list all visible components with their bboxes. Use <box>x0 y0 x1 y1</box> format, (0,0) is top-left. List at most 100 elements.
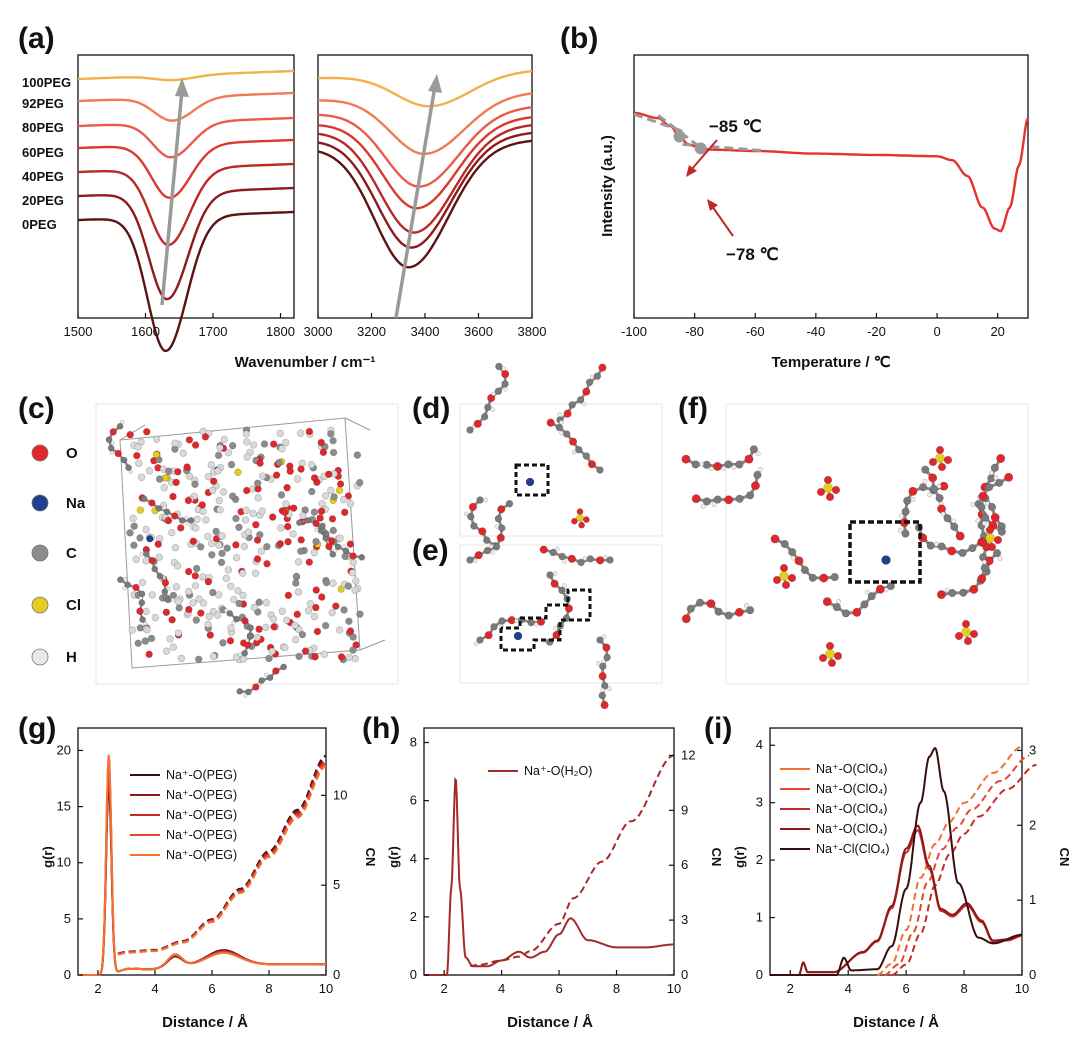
panel-a-left-arrow-shaft <box>160 89 184 306</box>
panel-e-peg-chain-carbon-atom <box>546 571 554 579</box>
panel-g-frame <box>77 727 327 976</box>
panel-c-atom <box>134 639 142 647</box>
panel-c-atom <box>142 525 150 534</box>
panel-c-atom <box>310 548 319 557</box>
panel-c-atom <box>232 541 240 549</box>
panel-i-ytick-label: 1 <box>756 910 763 925</box>
panel-b-letter: (b) <box>560 22 598 55</box>
panel-f-peg-chain-carbon-atom <box>901 529 910 538</box>
panel-f-peg-chain-carbon-atom <box>943 514 952 523</box>
atom-legend: O Na C Cl H <box>31 444 86 666</box>
panel-i-legend-label: Na⁺-O(ClO₄) <box>816 802 887 816</box>
panel-a-left-spectrum-line <box>77 138 295 200</box>
panel-c-atom <box>179 449 187 457</box>
legend-cl-label: Cl <box>66 597 81 614</box>
panel-f-perchlorate-oxygen-atom <box>937 462 947 472</box>
panel-b-y-axis-title: Intensity (a.u.) <box>599 135 616 237</box>
panel-c-peg-chain-oxygen-atom <box>132 583 140 592</box>
panel-g-legend-label: Na⁺-O(PEG) <box>166 848 237 862</box>
panel-c-atom <box>215 496 223 505</box>
panel-c-atom <box>228 492 237 500</box>
panel-f-perchlorate-oxygen-atom <box>978 537 988 547</box>
panel-g-xtick-label: 2 <box>94 981 101 996</box>
panel-d-peg-chain-oxygen-atom <box>546 418 555 427</box>
panel-a-series-labels: 100PEG 92PEG 80PEG 60PEG 40PEG 20PEG 0PEG <box>22 75 71 232</box>
panel-c-atom <box>214 451 223 460</box>
panel-a-right-xtick-label: 3800 <box>518 324 547 339</box>
panel-d-peg-chain-carbon-atom <box>470 522 478 530</box>
panel-e-peg-chain-carbon-atom <box>603 653 611 662</box>
panel-i-frame <box>769 727 1023 976</box>
panel-c-atom <box>282 438 290 447</box>
panel-c-atom <box>174 597 183 606</box>
panel-h-plot <box>424 754 675 976</box>
panel-e-peg-chain-hydrogen-atom <box>553 625 558 631</box>
panel-c-atom <box>126 431 134 439</box>
panel-d-peg-chain-carbon-atom <box>585 378 594 387</box>
panel-d-peg-chain-oxygen-atom <box>582 387 591 396</box>
panel-e-peg-chain-hydrogen-atom <box>533 622 539 627</box>
panel-d-peg-chain-hydrogen-atom <box>559 430 564 436</box>
panel-g-x-axis-title: Distance / Å <box>162 1014 248 1031</box>
panel-f-peg-chain-carbon-atom <box>903 496 912 505</box>
panel-i-ytick-label: 3 <box>756 795 763 810</box>
panel-b-arrowhead-78 <box>707 199 718 211</box>
panel-h-cn-line <box>469 754 675 967</box>
panel-c-peg-chain-carbon-atom <box>334 543 342 551</box>
panel-c-atom <box>213 611 222 619</box>
panel-c-peg-chain-carbon-atom <box>156 572 164 580</box>
panel-c-atom <box>191 572 199 580</box>
panel-d-peg-chain-oxygen-atom <box>473 419 482 428</box>
panel-f-perchlorate-oxygen-atom <box>831 485 841 495</box>
panel-f-perchlorate-chlorine-atom <box>961 627 971 637</box>
panel-g-ytick-label: 15 <box>57 799 71 814</box>
panel-f-perchlorate-oxygen-atom <box>954 631 964 641</box>
panel-i-ytick-label: 0 <box>756 967 763 982</box>
panel-f-peg-chain-oxygen-atom <box>969 584 979 594</box>
panel-c-atom <box>325 470 333 478</box>
panel-c-peg-chain-carbon-atom <box>280 663 287 671</box>
panel-c-peg-chain-hydrogen-atom <box>122 586 127 591</box>
panel-f-peg-chain-carbon-atom <box>959 588 968 597</box>
panel-g-ytick-label: 5 <box>333 877 340 892</box>
panel-c-atom <box>257 547 266 555</box>
panel-c-atom <box>164 516 173 525</box>
panel-f-peg-chain-hydrogen-atom <box>700 503 706 509</box>
panel-c-atom <box>152 450 161 459</box>
panel-f-perchlorate-oxygen-atom <box>993 535 1003 545</box>
panel-a-right-spectrum-line <box>317 139 533 269</box>
panel-h-xtick-label: 10 <box>667 981 681 996</box>
panel-g-legend: Na⁺-O(PEG) Na⁺-O(PEG) Na⁺-O(PEG) Na⁺-O(PEG)… <box>130 768 237 862</box>
panel-c-atom <box>277 524 285 532</box>
panel-c-atom <box>329 526 337 535</box>
panel-c-atom <box>329 579 337 587</box>
panel-a-series-label: 80PEG <box>22 120 64 135</box>
panel-c-peg-chain-oxygen-atom <box>272 667 280 675</box>
panel-i-ytick-label: 4 <box>756 737 763 752</box>
panel-c-peg-chain-carbon-atom <box>143 550 150 558</box>
panel-e-peg-chain-hydrogen-atom <box>494 524 499 529</box>
panel-i-ytick-label: 3 <box>1029 742 1036 757</box>
panel-g-xtick-label: 8 <box>265 981 272 996</box>
panel-c-atom <box>356 478 364 487</box>
panel-g-ytick-label: 20 <box>57 742 71 757</box>
panel-h-y-axis-title: g(r) <box>386 846 401 868</box>
panel-f-peg-chain-hydrogen-atom <box>864 589 870 595</box>
panel-e-peg-chain-carbon-atom <box>586 555 595 563</box>
panel-e-peg-chain-hydrogen-atom <box>473 558 478 564</box>
panel-c-atom <box>155 553 163 561</box>
panel-f-peg-chain-oxygen-atom <box>770 534 780 544</box>
panel-c-atom <box>172 478 180 487</box>
panel-i-plot <box>770 745 1037 976</box>
legend-h-atom-swatch <box>31 648 49 666</box>
panel-c-atom <box>154 540 162 548</box>
panel-f-peg-chain-carbon-atom <box>780 539 789 549</box>
panel-c-atom <box>212 527 220 536</box>
panel-c-atom <box>137 473 146 481</box>
panel-a-letter: (a) <box>18 22 55 55</box>
panel-d-peg-chain-oxygen-atom <box>568 437 578 446</box>
panel-c-atom <box>335 626 344 634</box>
panel-e-peg-chain-carbon-atom <box>490 623 498 631</box>
